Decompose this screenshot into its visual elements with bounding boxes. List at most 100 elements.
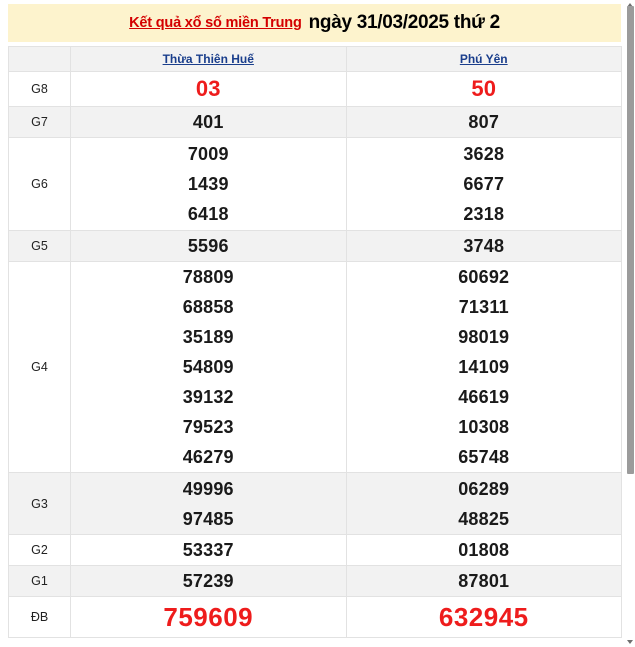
- lottery-number: 79523: [182, 417, 234, 437]
- lottery-number: 632945: [438, 602, 529, 632]
- lottery-number: 06289: [458, 478, 510, 499]
- prize-row-đb: ĐB 759609 632945: [8, 596, 622, 638]
- prize-values-đb-phu_yen: 632945: [345, 596, 622, 638]
- lottery-number: 3748: [463, 236, 505, 256]
- lottery-number: 97485: [182, 508, 234, 529]
- prize-row-g6: G6 7009 1439 6418 3628 6677 2318: [8, 137, 622, 231]
- province-link-thua_thien_hue[interactable]: Thừa Thiên Huế: [162, 52, 254, 66]
- scroll-down-arrow-icon[interactable]: [627, 640, 633, 644]
- prize-values-g7-phu_yen: 807: [345, 106, 622, 138]
- prize-label-g4: G4: [8, 261, 71, 473]
- prize-values-g1-thua_thien_hue: 57239: [70, 565, 347, 597]
- lottery-number: 10308: [458, 417, 510, 437]
- prize-label-g8: G8: [8, 71, 71, 107]
- prize-values-g8-thua_thien_hue: 03: [70, 71, 347, 107]
- value-stack: 53337: [71, 535, 346, 565]
- prize-values-g5-thua_thien_hue: 5596: [70, 230, 347, 262]
- province-link-phu_yen[interactable]: Phú Yên: [459, 52, 508, 66]
- prize-label-g2: G2: [8, 534, 71, 566]
- province-header-thua_thien_hue: Thừa Thiên Huế: [70, 46, 347, 72]
- scroll-up-arrow-icon[interactable]: [627, 3, 633, 7]
- value-stack: 807: [347, 107, 622, 137]
- lottery-number: 2318: [463, 204, 505, 224]
- prize-values-g8-phu_yen: 50: [345, 71, 622, 107]
- prize-row-g4: G4 78809 68858 35189 54809 39132 79523 46279 606…: [8, 261, 622, 473]
- value-stack: 87801: [347, 566, 622, 596]
- value-stack: 50: [347, 72, 622, 106]
- lottery-number: 50: [471, 76, 497, 101]
- value-stack: 759609: [71, 597, 346, 637]
- prize-values-g2-phu_yen: 01808: [345, 534, 622, 566]
- prize-values-g4-phu_yen: 60692 71311 98019 14109 46619 10308 65748: [345, 261, 622, 473]
- value-stack: 06289 48825: [347, 473, 622, 534]
- header-corner-cell: [8, 46, 71, 72]
- value-stack: 3748: [347, 231, 622, 261]
- prize-values-g7-thua_thien_hue: 401: [70, 106, 347, 138]
- lottery-number: 54809: [182, 357, 234, 377]
- lottery-number: 1439: [187, 174, 229, 194]
- lottery-number: 48825: [458, 508, 510, 529]
- prize-label-g7: G7: [8, 106, 71, 138]
- lottery-number: 46619: [458, 387, 510, 407]
- results-title-band: Kết quả xổ số miền Trung ngày 31/03/2025…: [8, 4, 621, 42]
- prize-values-g3-thua_thien_hue: 49996 97485: [70, 472, 347, 535]
- lottery-number: 68858: [182, 297, 234, 317]
- lottery-number: 65748: [458, 447, 510, 467]
- prize-values-g5-phu_yen: 3748: [345, 230, 622, 262]
- prize-label-đb: ĐB: [8, 596, 71, 638]
- lottery-number: 87801: [458, 571, 510, 591]
- lottery-number: 46279: [182, 447, 234, 467]
- lottery-number: 01808: [458, 540, 510, 560]
- lottery-number: 53337: [182, 540, 234, 560]
- lottery-number: 3628: [463, 144, 505, 164]
- prize-row-g7: G7 401 807: [8, 106, 622, 138]
- lottery-number: 71311: [458, 297, 509, 317]
- scrollbar-thumb[interactable]: [627, 6, 634, 474]
- lottery-number: 6418: [187, 204, 229, 224]
- lottery-results-table: Thừa Thiên Huế Phú Yên G8 03 50 G7 401 807 G6 700…: [8, 46, 622, 638]
- value-stack: 03: [71, 72, 346, 106]
- prize-values-đb-thua_thien_hue: 759609: [70, 596, 347, 638]
- lottery-number: 39132: [182, 387, 234, 407]
- prize-row-g8: G8 03 50: [8, 71, 622, 107]
- value-stack: 632945: [347, 597, 622, 637]
- province-header-phu_yen: Phú Yên: [345, 46, 622, 72]
- vertical-scrollbar[interactable]: [626, 0, 635, 647]
- prize-values-g4-thua_thien_hue: 78809 68858 35189 54809 39132 79523 46279: [70, 261, 347, 473]
- value-stack: 401: [71, 107, 346, 137]
- value-stack: 3628 6677 2318: [347, 138, 622, 230]
- lottery-number: 7009: [187, 144, 229, 164]
- lottery-number: 03: [195, 76, 221, 101]
- lottery-number: 57239: [182, 571, 234, 591]
- value-stack: 7009 1439 6418: [71, 138, 346, 230]
- prize-row-g2: G2 53337 01808: [8, 534, 622, 566]
- prize-label-g1: G1: [8, 565, 71, 597]
- prize-label-g5: G5: [8, 230, 71, 262]
- value-stack: 78809 68858 35189 54809 39132 79523 46279: [71, 262, 346, 472]
- prize-values-g2-thua_thien_hue: 53337: [70, 534, 347, 566]
- results-title-link[interactable]: Kết quả xổ số miền Trung: [129, 15, 302, 31]
- table-header-row: Thừa Thiên Huế Phú Yên: [8, 46, 622, 72]
- prize-values-g1-phu_yen: 87801: [345, 565, 622, 597]
- results-date-text: ngày 31/03/2025 thứ 2: [308, 12, 501, 33]
- value-stack: 57239: [71, 566, 346, 596]
- prize-row-g5: G5 5596 3748: [8, 230, 622, 262]
- value-stack: 01808: [347, 535, 622, 565]
- prize-values-g3-phu_yen: 06289 48825: [345, 472, 622, 535]
- value-stack: 60692 71311 98019 14109 46619 10308 65748: [347, 262, 622, 472]
- lottery-number: 807: [468, 112, 500, 132]
- lottery-number: 35189: [182, 327, 234, 347]
- lottery-number: 78809: [182, 267, 234, 287]
- lottery-table-body: Thừa Thiên Huế Phú Yên G8 03 50 G7 401 807 G6 700…: [8, 46, 622, 638]
- lottery-number: 60692: [458, 267, 510, 287]
- lottery-number: 49996: [182, 478, 234, 499]
- lottery-number: 6677: [463, 174, 505, 194]
- prize-row-g1: G1 57239 87801: [8, 565, 622, 597]
- lottery-number: 14109: [458, 357, 510, 377]
- lottery-number: 759609: [163, 602, 254, 632]
- value-stack: 49996 97485: [71, 473, 346, 534]
- lottery-number: 98019: [458, 327, 510, 347]
- prize-label-g6: G6: [8, 137, 71, 231]
- value-stack: 5596: [71, 231, 346, 261]
